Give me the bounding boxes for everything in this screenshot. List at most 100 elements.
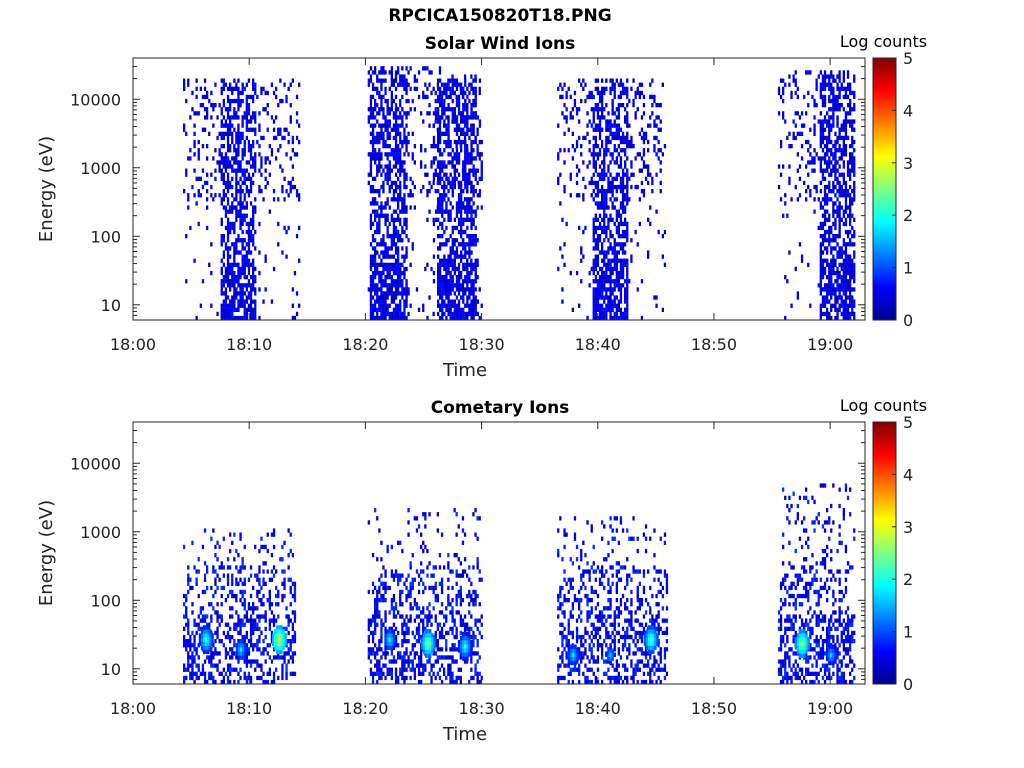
data-cell [621, 189, 625, 194]
data-cell [615, 275, 618, 280]
data-cell [846, 303, 850, 308]
data-cell [371, 238, 375, 243]
data-cell [601, 311, 604, 317]
data-cell [457, 201, 461, 206]
data-cell [836, 270, 839, 276]
data-cell [826, 250, 829, 255]
data-cell [237, 189, 240, 194]
data-cell [624, 135, 627, 141]
data-cell [405, 86, 408, 91]
data-cell [849, 107, 852, 112]
data-cell [777, 184, 781, 190]
data-cell [249, 250, 253, 255]
data-cell [449, 86, 452, 91]
data-cell [472, 315, 475, 321]
data-cell [438, 90, 442, 96]
data-cell [437, 164, 440, 169]
data-cell [457, 315, 461, 321]
data-cell [846, 229, 850, 235]
data-cell [187, 626, 190, 631]
data-cell [237, 283, 240, 288]
data-cell [840, 156, 843, 161]
data-cell [457, 307, 461, 312]
data-cell [592, 303, 595, 308]
data-cell [819, 221, 822, 227]
data-cell [609, 217, 612, 222]
data-cell [233, 98, 236, 104]
data-cell [846, 242, 850, 247]
data-cell [661, 82, 664, 87]
data-cell [260, 160, 263, 165]
data-cell [187, 639, 190, 644]
data-cell [392, 254, 396, 259]
data-cell [415, 287, 419, 292]
data-cell [823, 152, 827, 157]
data-cell [272, 119, 276, 124]
data-cell [380, 98, 383, 104]
data-cell [800, 123, 804, 128]
data-cell [853, 119, 856, 124]
data-cell [193, 144, 196, 149]
data-cell [613, 144, 616, 149]
data-cell [239, 626, 242, 631]
data-cell [247, 234, 251, 239]
data-cell [809, 160, 812, 165]
data-cell [403, 209, 406, 214]
data-cell [394, 156, 398, 161]
data-cell [401, 94, 404, 100]
data-cell [245, 610, 248, 615]
data-cell [374, 229, 377, 235]
data-cell [601, 107, 604, 112]
data-cell [828, 86, 831, 91]
data-cell [233, 229, 236, 235]
data-cell [472, 189, 475, 194]
data-cell [451, 205, 454, 210]
data-cell [254, 659, 257, 664]
data-cell [844, 90, 848, 96]
data-cell [470, 283, 473, 288]
data-cell [449, 234, 452, 239]
data-cell [405, 291, 408, 296]
data-cell [445, 287, 448, 292]
data-cell [245, 229, 248, 235]
data-cell [830, 82, 833, 87]
data-cell [218, 103, 221, 108]
data-cell [374, 291, 377, 296]
data-cell [592, 270, 595, 276]
data-cell [229, 221, 232, 227]
data-cell [426, 66, 429, 71]
data-cell [470, 152, 473, 157]
data-cell [661, 234, 664, 239]
data-cell [823, 103, 827, 108]
data-cell [830, 307, 833, 312]
data-cell [222, 156, 225, 161]
data-cell [237, 315, 240, 321]
data-cell [561, 94, 564, 100]
data-cell [237, 164, 240, 169]
data-cell [462, 127, 465, 132]
data-cell [443, 103, 446, 108]
data-cell [466, 160, 469, 165]
data-cell [621, 90, 625, 96]
data-cell [626, 193, 629, 198]
data-cell [451, 246, 454, 251]
data-cell [380, 209, 383, 214]
data-cell [399, 262, 402, 267]
data-cell [281, 168, 284, 173]
data-cell [235, 287, 238, 292]
data-cell [262, 671, 265, 676]
data-cell [432, 135, 436, 141]
data-cell [655, 303, 658, 308]
data-cell [607, 287, 610, 292]
data-cell [853, 315, 856, 321]
data-cell [571, 307, 574, 312]
data-cell [252, 209, 255, 214]
data-cell [464, 156, 467, 161]
data-cell [252, 606, 255, 611]
data-cell [624, 139, 627, 145]
data-cell [468, 254, 471, 259]
data-cell [834, 299, 837, 304]
data-cell [386, 131, 389, 136]
data-cell [237, 131, 240, 136]
data-cell [621, 315, 625, 321]
